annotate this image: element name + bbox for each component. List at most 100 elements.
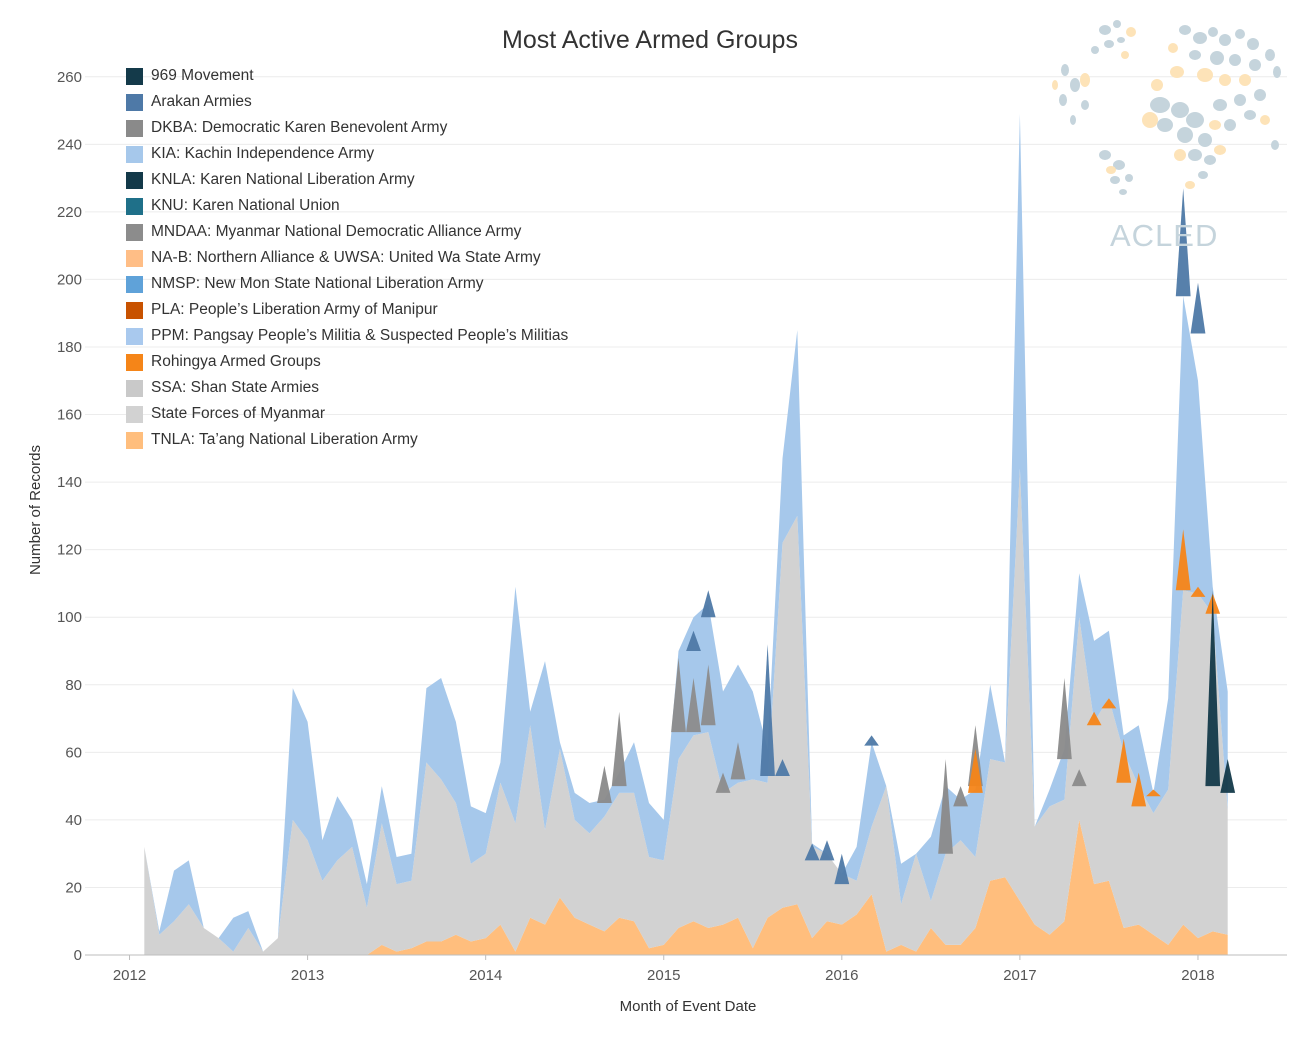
- overlay-band-2: [1175, 529, 1191, 591]
- legend-item: PLA: People’s Liberation Army of Manipur: [126, 297, 568, 323]
- overlay-band-0: [671, 657, 686, 733]
- legend-swatch: [126, 379, 143, 397]
- overlay-band-2: [1131, 772, 1147, 807]
- legend-label: Arakan Armies: [151, 93, 252, 110]
- y-tick-label: 120: [57, 542, 82, 559]
- overlay-band-2: [1146, 789, 1161, 797]
- legend-label: Rohingya Armed Groups: [151, 353, 321, 370]
- legend-label: NMSP: New Mon State National Liberation …: [151, 275, 484, 292]
- legend-swatch: [126, 301, 143, 319]
- legend-item: KIA: Kachin Independence Army: [126, 141, 568, 167]
- overlay-band-1: [1071, 769, 1087, 787]
- legend-item: TNLA: Ta’ang National Liberation Army: [126, 427, 568, 453]
- y-tick-label: 140: [57, 474, 82, 491]
- legend-label: KIA: Kachin Independence Army: [151, 145, 375, 162]
- overlay-band-0: [686, 678, 701, 733]
- overlay-band-0: [730, 742, 746, 780]
- x-tick-label: 2013: [291, 967, 324, 984]
- legend-swatch: [126, 353, 143, 371]
- overlay-band-3: [1175, 188, 1191, 297]
- legend-swatch: [126, 405, 143, 423]
- x-tick-label: 2014: [469, 967, 502, 984]
- x-tick-label: 2012: [113, 967, 146, 984]
- legend-item: State Forces of Myanmar: [126, 401, 568, 427]
- legend-swatch: [126, 249, 143, 267]
- legend-item: NA-B: Northern Alliance & UWSA: United W…: [126, 245, 568, 271]
- y-tick-label: 40: [65, 812, 82, 829]
- acled-globe-logo-icon: [1052, 20, 1281, 195]
- y-tick-label: 160: [57, 407, 82, 424]
- legend-swatch: [126, 223, 143, 241]
- legend-swatch: [126, 171, 143, 189]
- y-tick-label: 80: [65, 677, 82, 694]
- overlay-band-1: [953, 786, 968, 807]
- legend-label: SSA: Shan State Armies: [151, 379, 320, 396]
- y-tick-label: 0: [74, 947, 82, 964]
- x-tick-label: 2015: [647, 967, 680, 984]
- stacked-areas: [144, 113, 1228, 955]
- overlay-band-0: [715, 772, 731, 793]
- legend-item: KNLA: Karen National Liberation Army: [126, 167, 568, 193]
- y-tick-label: 220: [57, 204, 82, 221]
- legend-swatch: [126, 119, 143, 137]
- legend-item: MNDAA: Myanmar National Democratic Allia…: [126, 219, 568, 245]
- area-series-11: [144, 113, 1228, 952]
- legend-label: NA-B: Northern Alliance & UWSA: United W…: [151, 249, 541, 266]
- legend: 969 Movement Arakan Armies DKBA: Democrati…: [126, 63, 568, 453]
- y-tick-label: 20: [65, 879, 82, 896]
- y-tick-label: 260: [57, 69, 82, 86]
- legend-label: KNLA: Karen National Liberation Army: [151, 171, 415, 188]
- overlay-band-4: [1205, 590, 1221, 787]
- legend-swatch: [126, 327, 143, 345]
- overlay-band-0: [700, 664, 716, 726]
- x-axis-label: Month of Event Date: [620, 998, 757, 1015]
- overlay-band-4: [1220, 759, 1236, 793]
- legend-swatch: [126, 275, 143, 293]
- legend-label: MNDAA: Myanmar National Democratic Allia…: [151, 223, 522, 240]
- y-tick-label: 240: [57, 136, 82, 153]
- area-series-1: [144, 468, 1228, 955]
- legend-swatch: [126, 145, 143, 163]
- y-axis-ticks: 0 20 40 60 80 100 120 140 160 180 200 220 240 260: [57, 69, 82, 964]
- area-series-0: [144, 819, 1228, 955]
- legend-item: NMSP: New Mon State National Liberation …: [126, 271, 568, 297]
- acled-logo-wordmark: ACLED: [1110, 218, 1219, 253]
- overlay-band-2: [968, 749, 983, 793]
- x-tick-label: 2016: [825, 967, 858, 984]
- legend-label: KNU: Karen National Union: [151, 197, 340, 214]
- legend-item: KNU: Karen National Union: [126, 193, 568, 219]
- y-tick-label: 60: [65, 744, 82, 761]
- legend-item: DKBA: Democratic Karen Benevolent Army: [126, 115, 568, 141]
- legend-swatch: [126, 93, 143, 111]
- overlay-band-3: [834, 853, 850, 885]
- legend-swatch: [126, 67, 143, 85]
- overlay-band-3: [760, 644, 775, 776]
- legend-swatch: [126, 197, 143, 215]
- legend-label: PPM: Pangsay People’s Militia & Suspecte…: [151, 327, 569, 344]
- overlay-band-1: [938, 759, 953, 854]
- overlay-band-2: [1190, 586, 1206, 597]
- chart-title: Most Active Armed Groups: [502, 26, 798, 54]
- overlay-band-3: [819, 840, 835, 861]
- x-axis-ticks: 2012 2013 2014 2015 2016 2017 2018: [113, 967, 1215, 984]
- overlay-band-2: [1086, 711, 1102, 726]
- overlay-band-2: [1101, 698, 1117, 709]
- x-tick-label: 2018: [1181, 967, 1214, 984]
- legend-item: Arakan Armies: [126, 89, 568, 115]
- y-axis-label: Number of Records: [27, 445, 44, 575]
- legend-label: PLA: People’s Liberation Army of Manipur: [151, 301, 438, 318]
- overlay-band-3: [1190, 282, 1206, 334]
- overlay-band-3: [864, 735, 879, 746]
- y-tick-label: 100: [57, 609, 82, 626]
- legend-item: SSA: Shan State Armies: [126, 375, 568, 401]
- group-overlays: [597, 188, 1236, 885]
- overlay-band-3: [804, 843, 820, 861]
- y-tick-label: 180: [57, 339, 82, 356]
- legend-item: Rohingya Armed Groups: [126, 349, 568, 375]
- legend-label: DKBA: Democratic Karen Benevolent Army: [151, 119, 448, 136]
- overlay-band-1: [611, 711, 627, 787]
- legend-label: State Forces of Myanmar: [151, 405, 326, 422]
- overlay-band-1: [1057, 678, 1072, 760]
- x-tick-label: 2017: [1003, 967, 1036, 984]
